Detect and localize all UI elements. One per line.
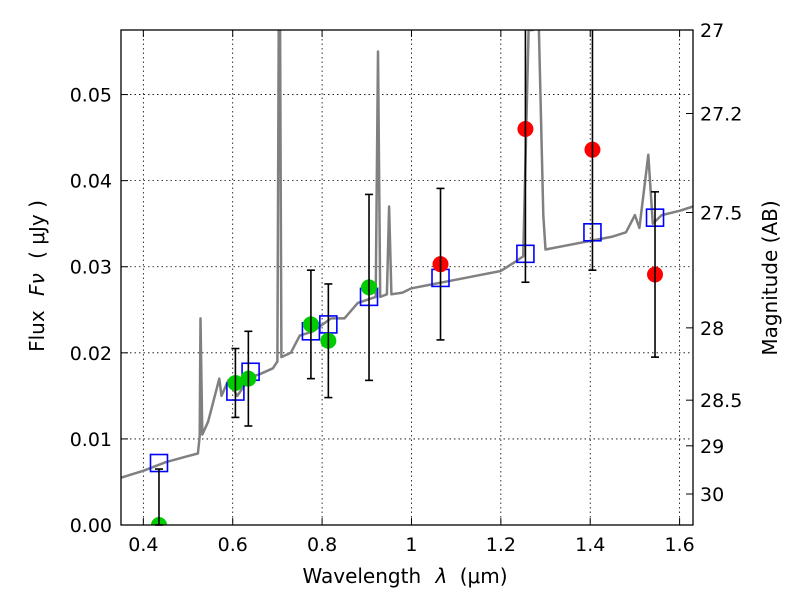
y-tick-label: 0.01	[70, 429, 112, 451]
x-tick-label: 1.4	[575, 534, 605, 556]
y2-tick-label: 28	[700, 318, 724, 340]
y2-tick-label: 28.5	[700, 390, 742, 412]
x-tick-label: 0.6	[218, 534, 248, 556]
y2-tick-label: 27.5	[700, 203, 742, 225]
error-bars	[154, 30, 660, 526]
ticks: 0.4 0.6 0.8 1 1.2 1.4 1.6 0.00 0.01 0.02 0.03 0.04 0…	[70, 20, 743, 556]
grid	[121, 30, 693, 526]
x-tick-label: 0.4	[128, 534, 158, 556]
y2-tick-label: 29	[700, 436, 724, 458]
x-tick-label: 1	[405, 534, 417, 556]
y-tick-label: 0.02	[70, 343, 112, 365]
model-spectrum-line	[121, 30, 693, 479]
y-tick-label: 0.05	[70, 85, 112, 107]
y2-axis-label: Magnitude (AB)	[758, 200, 782, 355]
x-tick-label: 1.6	[664, 534, 694, 556]
plot-frame	[120, 29, 694, 526]
y-tick-label: 0.03	[70, 257, 112, 279]
y-tick-label: 0.00	[70, 515, 112, 537]
plot-background	[121, 30, 693, 525]
x-tick-label: 0.8	[307, 534, 337, 556]
y-tick-label: 0.04	[70, 171, 112, 193]
y-axis-label: Flux Fν ( μJy )	[25, 200, 49, 352]
x-tick-label: 1.2	[486, 534, 516, 556]
y2-tick-label: 30	[700, 484, 724, 506]
y2-tick-label: 27.2	[700, 104, 742, 126]
y2-tick-label: 27	[700, 20, 724, 42]
x-axis-label: Wavelength λ (μm)	[302, 564, 507, 588]
